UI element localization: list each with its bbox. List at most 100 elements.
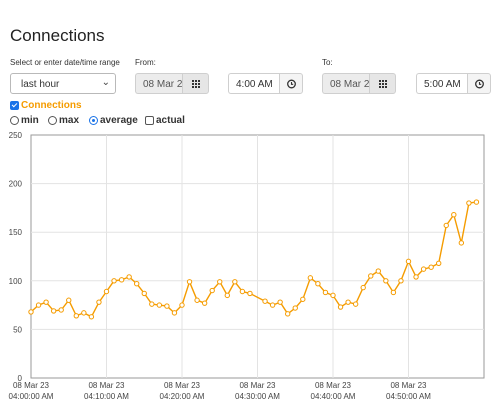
data-point — [239, 288, 246, 295]
data-point — [330, 292, 336, 299]
y-tick-label: 200 — [9, 180, 23, 189]
data-point — [285, 311, 291, 317]
data-point — [81, 310, 87, 316]
average-radio[interactable] — [89, 116, 98, 125]
max-radio[interactable] — [48, 116, 57, 125]
data-point — [35, 302, 42, 308]
stat-option-min[interactable]: min — [10, 115, 39, 126]
data-point — [103, 288, 110, 295]
data-point — [337, 304, 344, 310]
data-point — [88, 314, 95, 320]
x-tick-time-label: 04:50:00 AM — [386, 392, 431, 401]
data-point — [269, 302, 276, 308]
data-point — [111, 278, 117, 284]
data-point — [420, 266, 427, 272]
x-tick-time-label: 04:40:00 AM — [311, 392, 356, 401]
data-point — [179, 302, 185, 308]
data-point — [368, 273, 374, 279]
data-point — [141, 290, 147, 297]
data-point — [156, 302, 163, 308]
calendar-grid-icon — [379, 80, 387, 88]
x-tick-time-label: 04:30:00 AM — [235, 392, 280, 401]
data-point — [428, 264, 434, 270]
data-point — [300, 296, 306, 302]
data-point — [118, 277, 125, 283]
x-tick-date-label: 08 Mar 23 — [315, 381, 352, 390]
data-point — [43, 299, 49, 305]
data-point — [164, 303, 170, 309]
x-tick-date-label: 08 Mar 23 — [164, 381, 201, 390]
stat-option-label: max — [59, 115, 80, 126]
to-date-input[interactable]: 08 Mar 23 — [322, 73, 370, 94]
data-point — [473, 199, 480, 205]
data-point — [201, 300, 208, 306]
from-calendar-button[interactable] — [182, 73, 209, 94]
y-tick-label: 0 — [18, 374, 23, 383]
calendar-grid-icon — [192, 80, 200, 88]
from-label: From: — [135, 58, 156, 67]
y-tick-label: 250 — [9, 131, 23, 140]
data-point — [209, 287, 215, 294]
data-point — [262, 298, 268, 304]
stat-option-label: average — [100, 115, 138, 126]
data-point — [277, 299, 283, 305]
to-label: To: — [322, 58, 333, 67]
data-point — [451, 212, 457, 218]
data-point — [232, 279, 238, 285]
stat-option-average[interactable]: average — [89, 115, 138, 126]
data-point — [66, 297, 72, 303]
data-point — [186, 279, 193, 285]
to-time-input[interactable]: 5:00 AM — [416, 73, 467, 94]
data-point — [292, 305, 298, 311]
data-point — [436, 260, 442, 267]
chevron-down-icon: ⌄ — [101, 77, 110, 88]
range-select-value: last hour — [21, 79, 60, 90]
stat-option-actual[interactable]: actual — [145, 115, 185, 126]
data-point — [149, 301, 155, 307]
data-point — [458, 240, 465, 246]
stat-option-label: actual — [156, 115, 185, 126]
page-title: Connections — [10, 26, 105, 45]
data-point — [58, 307, 64, 313]
x-tick-date-label: 08 Mar 23 — [390, 381, 427, 390]
range-select[interactable]: last hour ⌄ — [10, 73, 116, 94]
from-time-input[interactable]: 4:00 AM — [228, 73, 279, 94]
data-point — [307, 275, 314, 281]
data-point — [413, 274, 419, 280]
min-radio[interactable] — [10, 116, 19, 125]
data-point — [50, 308, 57, 314]
data-point — [322, 289, 329, 296]
x-tick-date-label: 08 Mar 23 — [13, 381, 50, 390]
to-clock-button[interactable] — [467, 73, 491, 94]
data-point — [126, 274, 132, 280]
data-point — [383, 278, 389, 284]
y-tick-label: 150 — [9, 228, 23, 237]
data-point — [345, 299, 351, 305]
x-tick-date-label: 08 Mar 23 — [239, 381, 276, 390]
data-point — [217, 279, 223, 285]
data-point — [247, 290, 253, 297]
data-point — [224, 292, 231, 299]
clock-icon — [287, 79, 296, 89]
to-calendar-button[interactable] — [369, 73, 396, 94]
data-point — [405, 258, 412, 265]
data-point — [96, 299, 102, 305]
connections-checkbox[interactable] — [10, 101, 19, 110]
data-point — [352, 301, 359, 307]
actual-checkbox[interactable] — [145, 116, 154, 125]
data-point — [315, 281, 321, 287]
stat-option-max[interactable]: max — [48, 115, 79, 126]
data-point — [398, 278, 404, 284]
from-clock-button[interactable] — [279, 73, 303, 94]
data-point — [28, 309, 34, 315]
stat-option-label: min — [21, 115, 39, 126]
from-date-input[interactable]: 08 Mar 23 — [135, 73, 183, 94]
x-tick-time-label: 04:20:00 AM — [160, 392, 205, 401]
range-label: Select or enter date/time range — [10, 58, 120, 67]
data-point — [443, 222, 449, 229]
data-point — [375, 268, 381, 274]
data-point — [466, 200, 472, 206]
x-tick-time-label: 04:00:00 AM — [9, 392, 54, 401]
connections-toggle[interactable]: Connections — [10, 100, 82, 111]
